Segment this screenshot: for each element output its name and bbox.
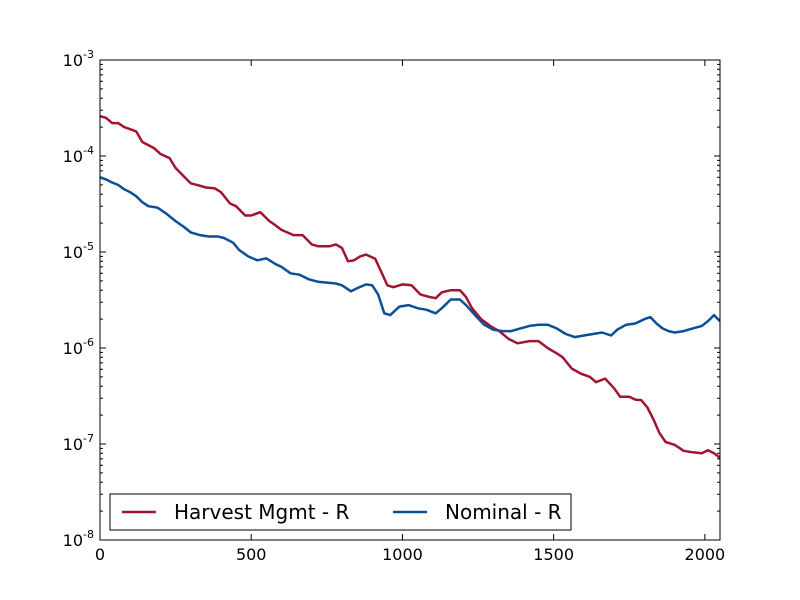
series-layer [99, 114, 721, 459]
legend-label-0: Harvest Mgmt - R [174, 500, 349, 524]
y-tick-exponent: -7 [83, 432, 94, 445]
y-tick-label: 10-7 [63, 432, 94, 454]
x-tick-label: 2000 [685, 545, 726, 564]
x-tick-label: 0 [95, 545, 105, 564]
y-tick-label: 10-5 [63, 240, 94, 262]
y-tick-exponent: -5 [83, 240, 94, 253]
y-tick-base: 10 [63, 435, 83, 454]
x-axis: 0 500 1000 1500 2000 [95, 60, 725, 564]
y-tick-exponent: -4 [83, 144, 94, 157]
y-tick-base: 10 [63, 531, 83, 550]
x-tick-label: 500 [236, 545, 267, 564]
y-tick-exponent: -6 [83, 336, 94, 349]
legend-box [109, 493, 572, 531]
legend-label-1: Nominal - R [445, 500, 562, 524]
y-tick-label: 10-8 [63, 528, 94, 550]
series-line-1 [99, 176, 721, 339]
y-tick-base: 10 [63, 51, 83, 70]
y-tick-exponent: -8 [83, 528, 94, 541]
x-tick-label: 1000 [382, 545, 423, 564]
y-tick-label: 10-3 [63, 48, 94, 70]
y-axis: 10-310-410-510-610-710-8 [63, 48, 720, 550]
series-line-0 [99, 114, 721, 459]
x-tick-label: 1500 [533, 545, 574, 564]
y-tick-base: 10 [63, 147, 83, 166]
y-tick-base: 10 [63, 339, 83, 358]
legend: Harvest Mgmt - R Nominal - R [109, 493, 572, 531]
y-tick-base: 10 [63, 243, 83, 262]
y-tick-label: 10-4 [63, 144, 94, 166]
y-tick-exponent: -3 [83, 48, 94, 61]
y-tick-label: 10-6 [63, 336, 94, 358]
plot-frame [99, 59, 721, 541]
